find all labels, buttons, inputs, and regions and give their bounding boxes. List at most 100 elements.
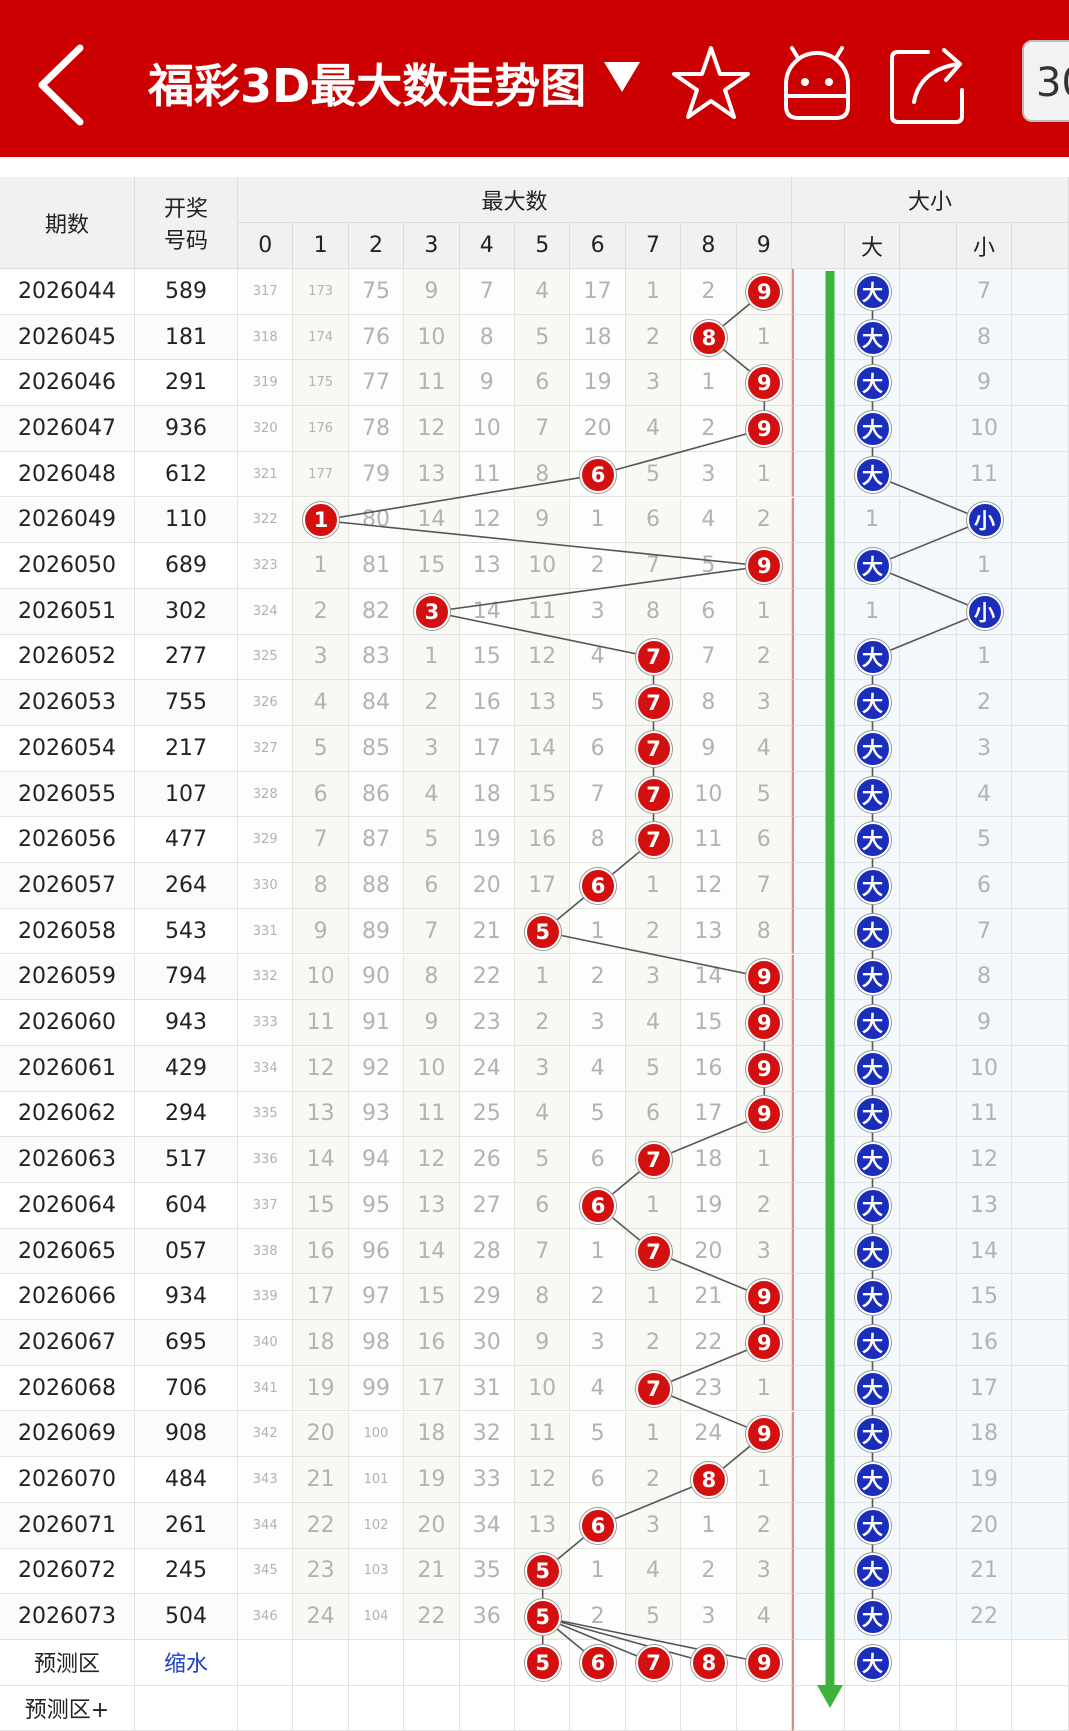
predict-plus-digit-cell[interactable] (625, 1685, 682, 1731)
predict-small-cell[interactable] (957, 1640, 1012, 1686)
digit-cell: 13 (515, 1502, 571, 1549)
digit-cell: 8 (736, 908, 792, 955)
miss-count: 11 (472, 461, 501, 487)
miss-count: 11 (417, 370, 446, 396)
predict-plus-digit-cell[interactable] (570, 1685, 626, 1731)
digit-cell: 332 (238, 954, 294, 1001)
digit-cell: 3 (570, 1320, 626, 1366)
predict-plus-digit-cell[interactable] (293, 1685, 349, 1731)
digit-cell: 342 (238, 1411, 294, 1458)
miss-count: 16 (694, 1055, 723, 1081)
size-end-cell (1012, 269, 1069, 315)
predict-plus-digit-cell[interactable] (515, 1685, 571, 1731)
miss-count: 24 (306, 1604, 335, 1630)
back-arrow-icon[interactable] (28, 40, 98, 130)
predict-plus-digit-cell[interactable] (348, 1685, 405, 1731)
digit-cell: 6 (681, 588, 737, 635)
digit-cell: 331 (238, 908, 294, 955)
miss-count: 17 (694, 1101, 723, 1127)
small-cell: 18 (957, 1411, 1012, 1458)
miss-count: 91 (361, 1010, 390, 1036)
predict-plus-action-cell[interactable] (135, 1685, 238, 1731)
miss-count: 328 (252, 786, 278, 802)
small-cell: 13 (957, 1183, 1012, 1229)
predict-plus-small-cell[interactable] (957, 1685, 1012, 1731)
miss-count: 1 (756, 1147, 771, 1173)
miss-count: 12 (694, 872, 723, 898)
predict-plus-digit-cell[interactable] (459, 1685, 515, 1731)
digit-cell: 13 (681, 908, 737, 955)
period-count-selector[interactable]: 30 (1022, 40, 1069, 122)
small-cell: 5 (957, 817, 1012, 864)
digit-cell: 86 (348, 771, 405, 818)
miss-count: 89 (361, 918, 390, 944)
miss-count: 342 (252, 1426, 278, 1442)
digit-cell: 2 (736, 1183, 792, 1229)
miss-count: 324 (252, 603, 278, 619)
predict-digit-cell[interactable] (404, 1640, 460, 1686)
robot-icon[interactable] (772, 38, 862, 128)
size-end-cell (1012, 451, 1069, 498)
size-separator-cell (792, 634, 845, 681)
digit-cell: 8 (625, 588, 682, 635)
miss-count: 79 (361, 461, 390, 487)
miss-count: 1 (645, 1284, 660, 1310)
miss-count: 5 (701, 553, 716, 579)
digit-cell: 10 (404, 1045, 460, 1092)
digit-cell: 17 (459, 726, 515, 772)
predict-digit-cell[interactable] (736, 1640, 792, 1686)
miss-count: 101 (363, 1472, 389, 1488)
predict-digit-cell[interactable] (459, 1640, 515, 1686)
big-size-ball: 大 (854, 410, 891, 447)
draw-number-cell: 181 (135, 314, 238, 361)
max-number-ball: 5 (524, 913, 561, 950)
miss-count: 20 (417, 1512, 446, 1538)
digit-cell: 78 (348, 406, 405, 452)
predict-digit-cell[interactable] (293, 1640, 349, 1686)
title-dropdown-caret-icon[interactable] (604, 62, 640, 92)
star-icon[interactable] (666, 38, 756, 128)
size-separator-cell (792, 771, 845, 818)
miss-count: 10 (970, 1055, 998, 1081)
digit-cell: 1 (736, 588, 792, 635)
predict-plus-big-cell[interactable] (845, 1685, 900, 1731)
digit-cell: 3 (404, 726, 460, 772)
draw-number-cell: 706 (135, 1365, 238, 1412)
predict-plus-digit-cell[interactable] (681, 1685, 737, 1731)
predict-plus-digit-cell[interactable] (238, 1685, 294, 1731)
miss-count: 322 (252, 512, 278, 528)
digit-cell: 3 (625, 954, 682, 1001)
miss-count: 10 (417, 1055, 446, 1081)
predict-digit-cell[interactable] (238, 1640, 294, 1686)
miss-count: 16 (306, 1238, 335, 1264)
miss-count: 96 (361, 1238, 390, 1264)
predict-plus-digit-cell[interactable] (404, 1685, 460, 1731)
predict-plus-digit-cell[interactable] (736, 1685, 792, 1731)
digit-cell: 104 (348, 1594, 405, 1640)
miss-count: 6 (590, 1467, 605, 1493)
miss-count: 8 (645, 598, 660, 624)
share-icon[interactable] (884, 38, 974, 128)
predict-digit-cell[interactable] (348, 1640, 405, 1686)
big-size-ball: 大 (854, 776, 891, 813)
draw-number-cell: 261 (135, 1502, 238, 1549)
digit-cell: 2 (570, 1274, 626, 1321)
miss-count: 19 (306, 1375, 335, 1401)
digit-cell: 15 (293, 1183, 349, 1229)
digit-cell: 7 (459, 269, 515, 315)
shrink-button[interactable]: 缩水 (135, 1640, 238, 1686)
size-gap-cell (900, 451, 957, 498)
miss-count: 2 (645, 1329, 660, 1355)
size-gap-cell (900, 1457, 957, 1503)
period-cell: 2026059 (0, 954, 135, 1001)
small-cell: 1 (957, 543, 1012, 589)
size-gap-cell (900, 543, 957, 589)
small-cell: 10 (957, 406, 1012, 452)
max-number-ball: 6 (580, 1507, 617, 1544)
size-end-cell (1012, 314, 1069, 361)
miss-count: 2 (756, 1512, 771, 1538)
miss-count: 84 (361, 690, 390, 716)
predict-big-cell[interactable] (845, 1640, 900, 1686)
miss-count: 93 (361, 1101, 390, 1127)
digit-cell: 1 (625, 1411, 682, 1458)
